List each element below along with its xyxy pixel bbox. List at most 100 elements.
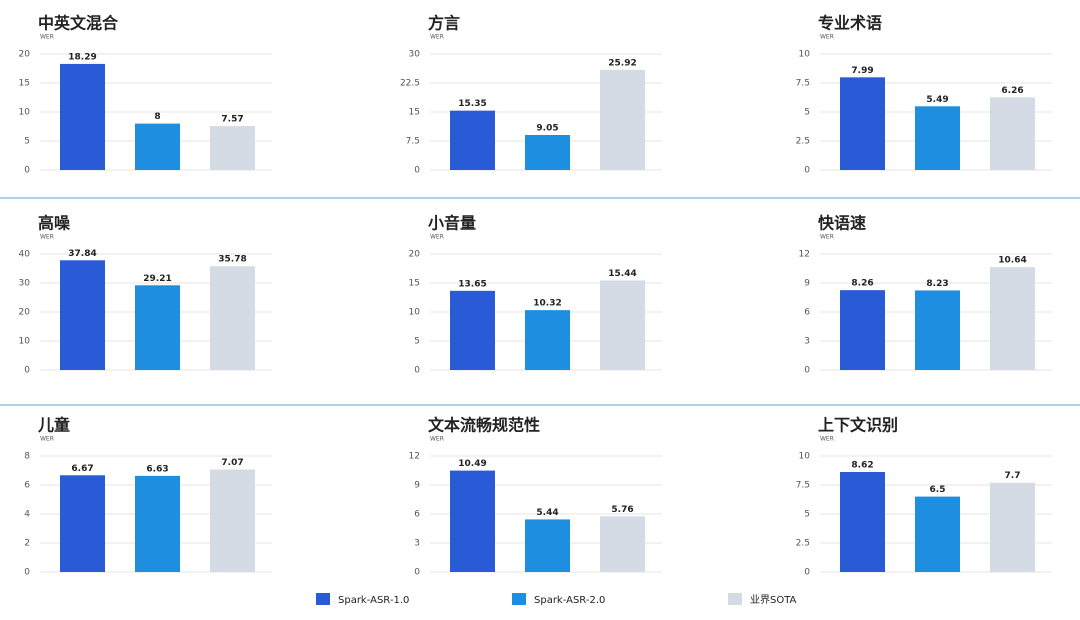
bar [60, 260, 105, 370]
bar [600, 69, 645, 170]
y-tick-label: 5 [24, 137, 30, 147]
y-tick-label: 4 [24, 510, 30, 520]
y-tick-label: 10 [409, 308, 421, 318]
chart-title: 专业术语 [818, 14, 882, 33]
y-tick-label: 5 [414, 337, 420, 347]
bar [450, 470, 495, 572]
value-label: 13.65 [458, 279, 486, 289]
bar [990, 97, 1035, 170]
y-tick-label: 0 [804, 366, 810, 376]
value-label: 15.35 [458, 99, 486, 109]
y-tick-label: 30 [409, 50, 421, 60]
y-tick-label: 0 [804, 166, 810, 176]
y-tick-label: 9 [414, 481, 420, 491]
y-axis-label: WER [820, 436, 834, 443]
value-label: 10.32 [533, 299, 561, 309]
value-label: 18.29 [68, 52, 96, 62]
y-tick-label: 2.5 [796, 539, 810, 549]
y-tick-label: 0 [414, 166, 420, 176]
y-tick-label: 5 [804, 510, 810, 520]
bar [210, 126, 255, 170]
y-axis-label: WER [40, 34, 54, 41]
bar [60, 63, 105, 170]
chart-title: 小音量 [428, 214, 476, 233]
chart-title: 文本流畅规范性 [428, 416, 540, 435]
bar [990, 482, 1035, 572]
y-tick-label: 0 [24, 166, 30, 176]
chart-title: 中英文混合 [38, 14, 119, 33]
value-label: 6.26 [1001, 86, 1023, 96]
y-tick-label: 20 [19, 50, 31, 60]
y-tick-label: 10 [799, 452, 811, 462]
value-label: 37.84 [68, 249, 96, 259]
y-tick-label: 40 [19, 250, 31, 260]
y-tick-label: 7.5 [406, 137, 420, 147]
y-tick-label: 3 [804, 337, 810, 347]
value-label: 7.07 [221, 458, 243, 468]
y-tick-label: 0 [414, 568, 420, 578]
y-axis-label: WER [820, 34, 834, 41]
y-tick-label: 3 [414, 539, 420, 549]
value-label: 7.57 [221, 115, 243, 125]
bar [840, 472, 885, 572]
bar [990, 267, 1035, 370]
value-label: 10.64 [998, 256, 1026, 266]
value-label: 29.21 [143, 274, 171, 284]
bar [525, 135, 570, 170]
bar [915, 290, 960, 370]
value-label: 5.49 [926, 95, 948, 105]
bar [135, 123, 180, 170]
chart-title: 高噪 [38, 214, 71, 233]
y-axis-label: WER [430, 34, 444, 41]
bar [525, 519, 570, 572]
legend-swatch [512, 593, 526, 605]
value-label: 15.44 [608, 269, 636, 279]
y-tick-label: 0 [804, 568, 810, 578]
legend-label: Spark-ASR-1.0 [338, 595, 409, 606]
value-label: 35.78 [218, 255, 246, 265]
bar [600, 516, 645, 572]
bar [60, 475, 105, 572]
legend-label: Spark-ASR-2.0 [534, 595, 605, 606]
chart-title: 快语速 [818, 214, 866, 233]
value-label: 8.62 [851, 461, 873, 471]
bar [135, 475, 180, 572]
y-tick-label: 30 [19, 279, 31, 289]
y-axis-label: WER [430, 436, 444, 443]
value-label: 25.92 [608, 58, 636, 68]
y-tick-label: 6 [24, 481, 30, 491]
bar [210, 266, 255, 370]
chart-title: 上下文识别 [818, 416, 898, 435]
y-tick-label: 10 [19, 337, 31, 347]
y-tick-label: 0 [414, 366, 420, 376]
y-axis-label: WER [820, 234, 834, 241]
y-tick-label: 8 [24, 452, 30, 462]
y-tick-label: 22.5 [400, 79, 420, 89]
y-tick-label: 10 [19, 108, 31, 118]
bar [840, 77, 885, 170]
bar [450, 290, 495, 370]
y-tick-label: 20 [19, 308, 31, 318]
value-label: 8.23 [926, 279, 948, 289]
bar [525, 310, 570, 370]
value-label: 6.5 [930, 485, 946, 495]
chart-title: 儿童 [37, 416, 70, 435]
value-label: 9.05 [536, 124, 558, 134]
y-axis-label: WER [40, 436, 54, 443]
y-tick-label: 2 [24, 539, 30, 549]
value-label: 8.26 [851, 279, 873, 289]
y-tick-label: 15 [409, 279, 420, 289]
legend-label: 业界SOTA [750, 594, 797, 606]
y-tick-label: 15 [409, 108, 420, 118]
value-label: 6.63 [146, 464, 168, 474]
y-tick-label: 7.5 [796, 79, 810, 89]
bar [915, 106, 960, 170]
bar [600, 280, 645, 370]
y-axis-label: WER [40, 234, 54, 241]
legend-swatch [728, 593, 742, 605]
y-tick-label: 20 [409, 250, 421, 260]
value-label: 7.99 [851, 66, 873, 76]
value-label: 8 [154, 112, 160, 122]
y-tick-label: 6 [414, 510, 420, 520]
